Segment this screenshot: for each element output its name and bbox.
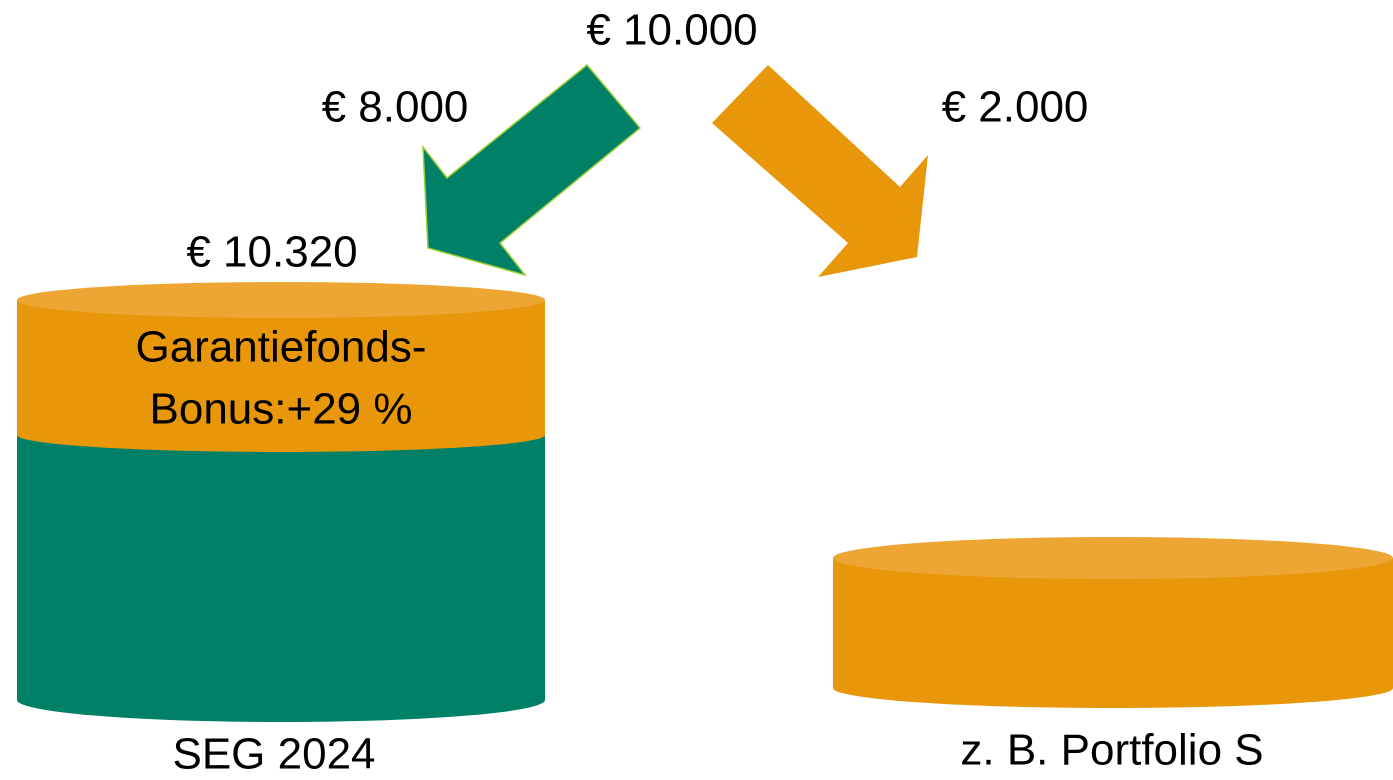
left-amount: € 8.000: [322, 83, 469, 132]
top-amount: € 10.000: [586, 6, 757, 55]
cylinder-body: [17, 435, 545, 700]
green-arrow: [422, 63, 642, 277]
bonus-line: Bonus:+29 %: [150, 385, 413, 434]
cylinder-top: [833, 537, 1393, 579]
cylinder-top: [17, 282, 545, 318]
bonus-line: Garantiefonds-: [135, 323, 426, 372]
cylinder-body: [833, 558, 1393, 688]
left-label: SEG 2024: [172, 730, 375, 779]
orange-arrow: [712, 65, 928, 277]
result-amount: € 10.320: [186, 228, 357, 277]
cylinder-bottom: [17, 678, 545, 722]
cylinder-bottom: [833, 668, 1393, 708]
right-label: z. B. Portfolio S: [960, 726, 1263, 775]
seg-cylinder: [17, 282, 545, 722]
bonus-band: [17, 300, 545, 435]
portfolio-cylinder: [833, 537, 1393, 708]
right-amount: € 2.000: [942, 83, 1089, 132]
